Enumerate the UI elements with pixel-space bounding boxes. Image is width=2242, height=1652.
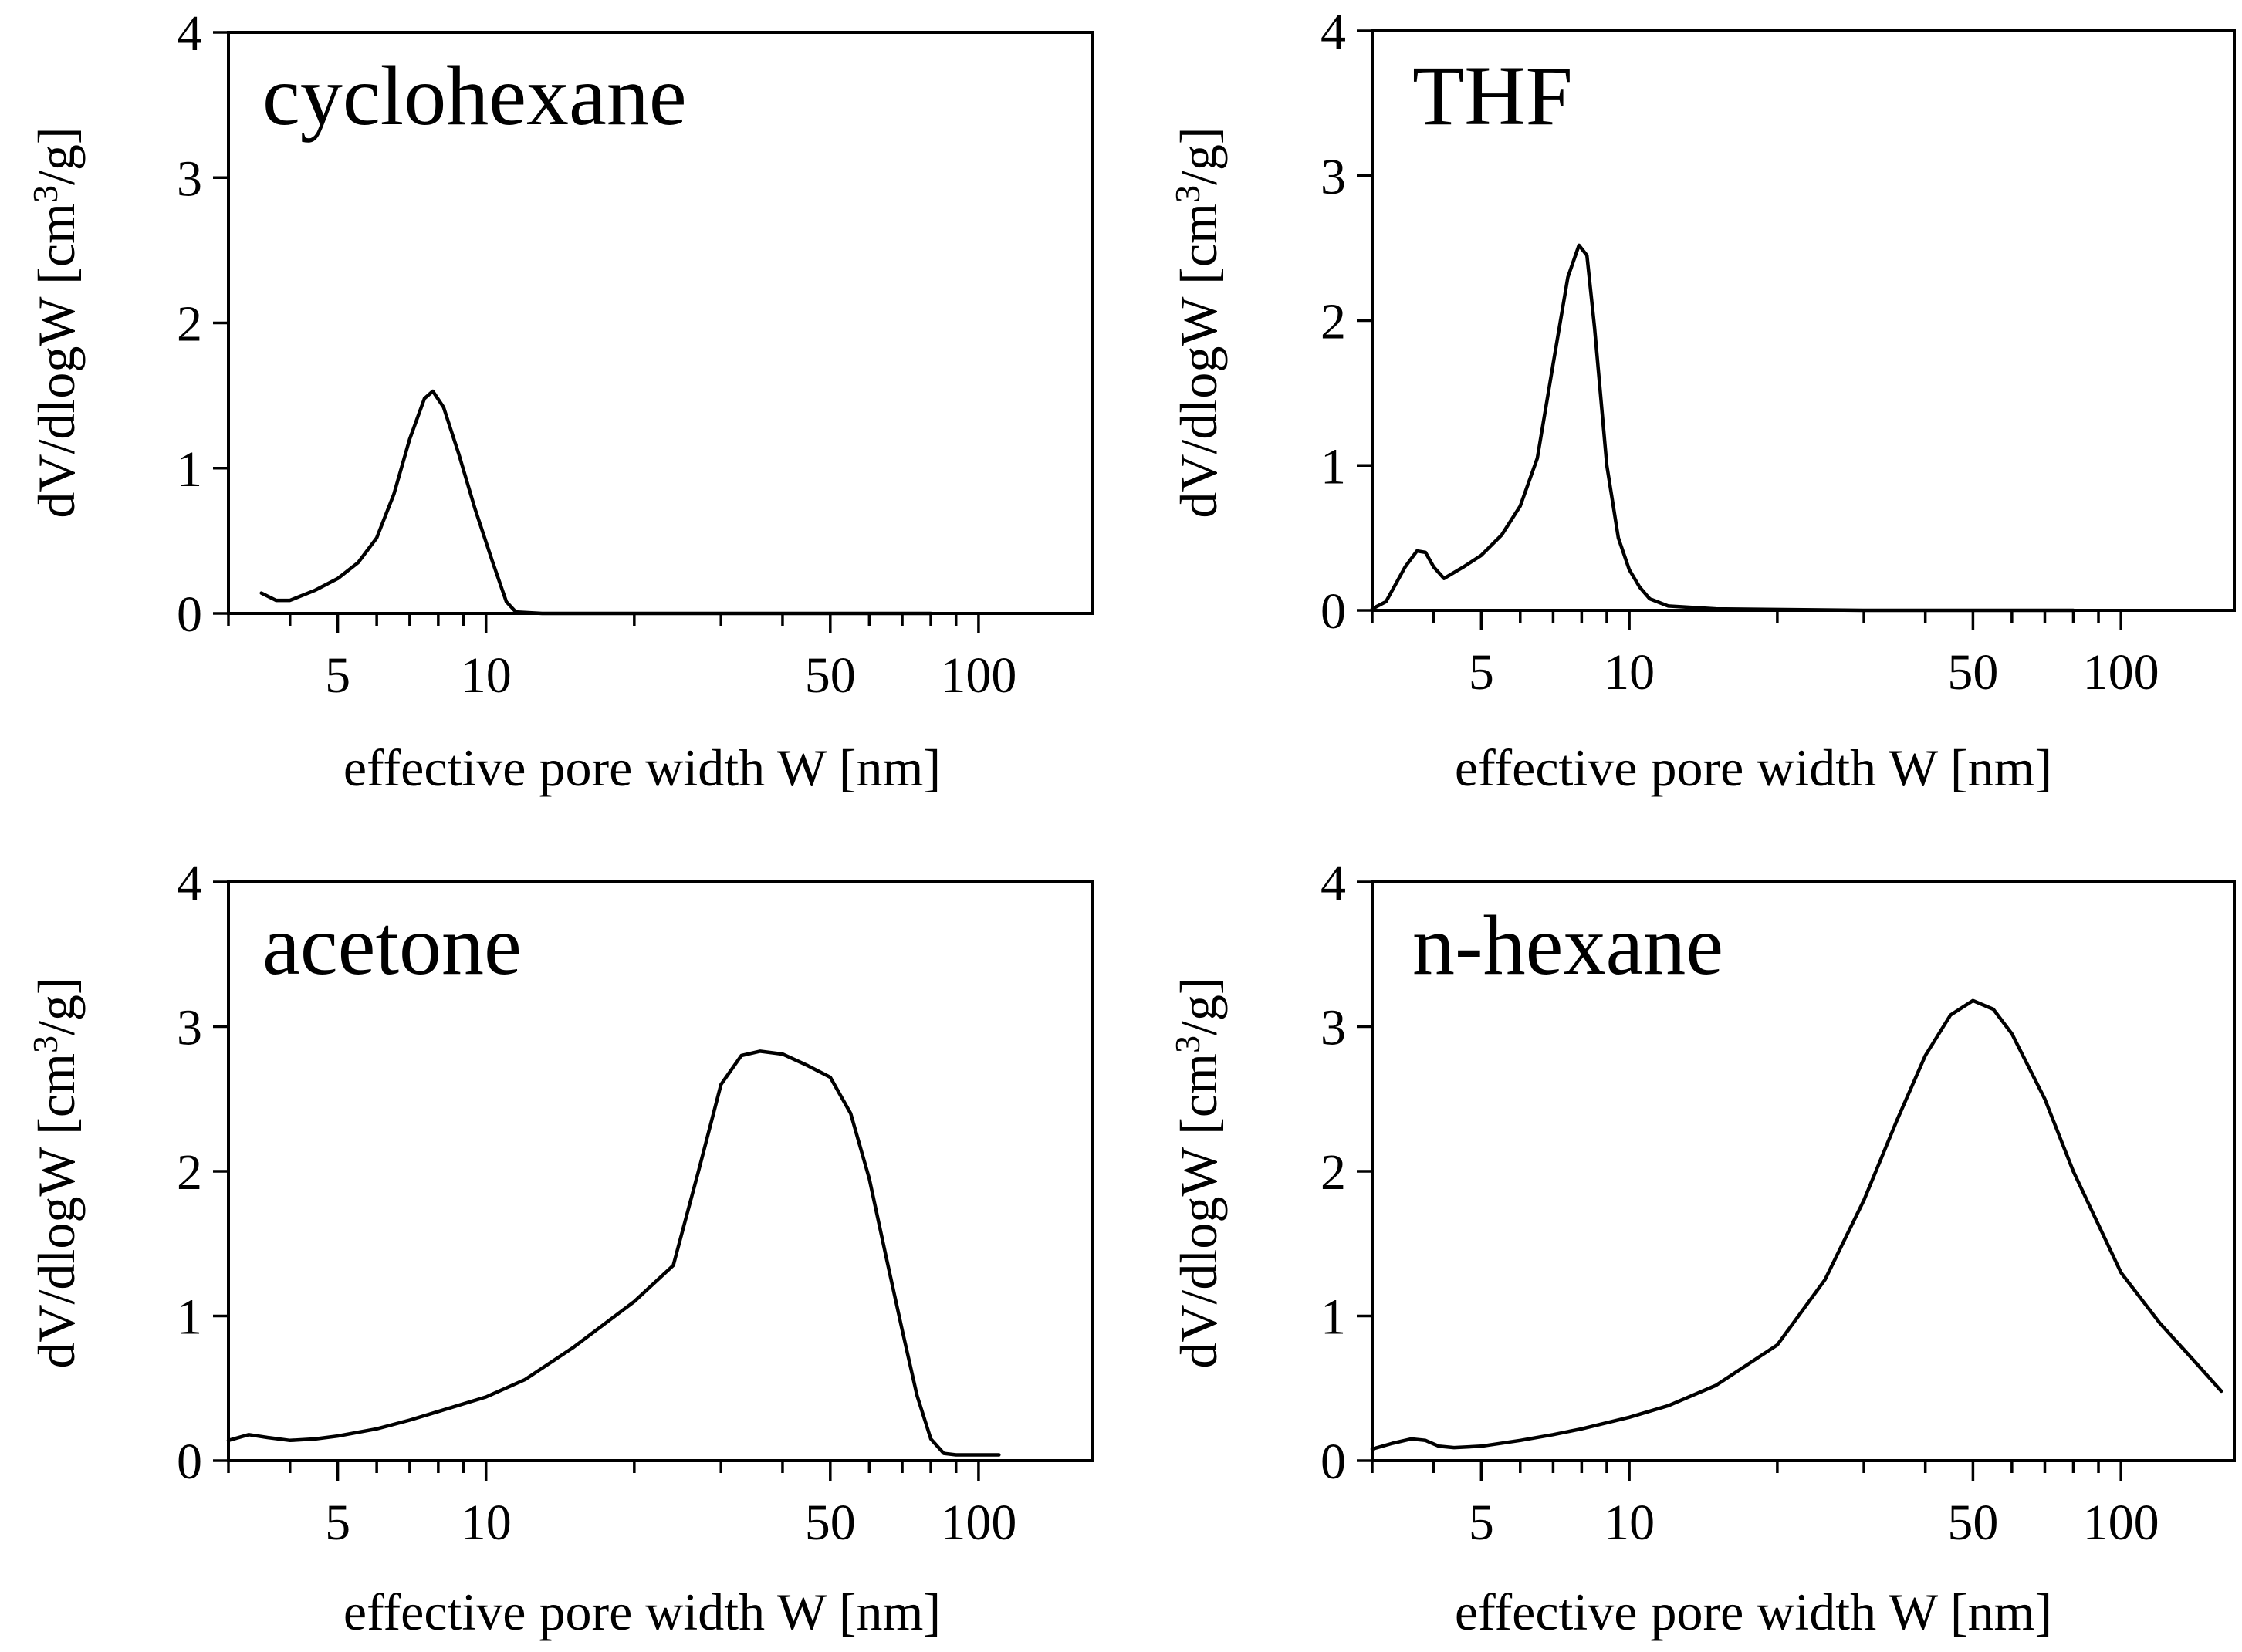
y-tick-label: 0 xyxy=(1321,583,1346,640)
y-tick-label: 3 xyxy=(177,150,202,207)
y-tick-label: 4 xyxy=(1321,855,1346,911)
x-tick-label: 5 xyxy=(325,1495,350,1551)
y-tick-label: 2 xyxy=(1321,1144,1346,1201)
x-tick-label: 50 xyxy=(1947,644,1998,701)
x-axis-label: effective pore width W [nm] xyxy=(1455,738,2052,797)
x-tick-label: 10 xyxy=(461,647,512,704)
y-axis-label: dV/dlogW [cm3/g] xyxy=(25,127,86,518)
x-tick-label: 50 xyxy=(805,647,856,704)
y-tick-label: 4 xyxy=(177,855,202,911)
y-axis-label-tail: /g] xyxy=(1169,977,1228,1035)
series-line xyxy=(226,1049,1001,1457)
y-axis-label-sup: 3 xyxy=(1168,1035,1207,1053)
y-axis-label-tail: /g] xyxy=(27,977,86,1035)
x-tick-label: 100 xyxy=(940,647,1016,704)
y-axis-label: dV/dlogW [cm3/g] xyxy=(1168,977,1228,1368)
panel-acetone: acetone effective pore width W [nm] dV/d… xyxy=(25,855,1094,1641)
y-axis-label: dV/dlogW [cm3/g] xyxy=(1168,127,1228,518)
y-tick-label: 2 xyxy=(1321,294,1346,350)
y-axis-label-main: dV/dlogW [cm xyxy=(27,1053,86,1369)
x-tick-label: 50 xyxy=(805,1495,856,1551)
y-tick-label: 3 xyxy=(1321,1000,1346,1056)
x-tick-label: 5 xyxy=(325,647,350,704)
x-axis-label: effective pore width W [nm] xyxy=(1455,1583,2052,1641)
y-tick-label: 0 xyxy=(1321,1434,1346,1490)
x-tick-label: 10 xyxy=(1604,644,1655,701)
y-tick-label: 1 xyxy=(177,441,202,498)
series-line xyxy=(1370,243,2075,613)
x-tick-label: 100 xyxy=(2083,644,2159,701)
y-tick-label: 1 xyxy=(1321,1289,1346,1346)
series-line xyxy=(1370,998,2223,1451)
y-tick-label: 4 xyxy=(177,5,202,62)
y-axis-label-main: dV/dlogW [cm xyxy=(27,203,86,519)
x-axis-label: effective pore width W [nm] xyxy=(343,738,941,797)
x-tick-label: 10 xyxy=(1604,1495,1655,1551)
y-axis-label-sup: 3 xyxy=(1168,185,1207,203)
series-line xyxy=(259,389,933,616)
y-tick-label: 1 xyxy=(1321,438,1346,495)
y-tick-label: 1 xyxy=(177,1289,202,1346)
y-axis-label: dV/dlogW [cm3/g] xyxy=(25,977,86,1368)
x-tick-label: 100 xyxy=(2083,1495,2159,1551)
panel-thf: THF effective pore width W [nm] dV/dlogW… xyxy=(1168,4,2236,797)
x-tick-label: 5 xyxy=(1469,644,1494,701)
y-axis-label-tail: /g] xyxy=(27,127,86,185)
y-tick-label: 4 xyxy=(1321,4,1346,60)
x-axis-label: effective pore width W [nm] xyxy=(343,1583,941,1641)
y-axis-label-tail: /g] xyxy=(1169,127,1228,185)
panel-title: THF xyxy=(1412,49,1573,143)
panel-title: acetone xyxy=(262,898,522,992)
x-tick-label: 10 xyxy=(461,1495,512,1551)
y-tick-label: 3 xyxy=(1321,149,1346,205)
panel-cyclohexane: cyclohexane effective pore width W [nm] … xyxy=(25,5,1094,797)
y-axis-label-sup: 3 xyxy=(25,1035,65,1053)
y-tick-label: 0 xyxy=(177,1434,202,1490)
y-axis-label-sup: 3 xyxy=(25,185,65,203)
x-tick-label: 5 xyxy=(1469,1495,1494,1551)
y-axis-label-main: dV/dlogW [cm xyxy=(1169,1053,1228,1369)
x-tick-label: 50 xyxy=(1947,1495,1998,1551)
y-tick-label: 3 xyxy=(177,1000,202,1056)
y-tick-label: 2 xyxy=(177,1144,202,1201)
y-axis-label-main: dV/dlogW [cm xyxy=(1169,203,1228,519)
panel-title: n-hexane xyxy=(1412,898,1723,992)
panel-title: cyclohexane xyxy=(262,49,687,143)
y-tick-label: 2 xyxy=(177,296,202,353)
panel-n-hexane: n-hexane effective pore width W [nm] dV/… xyxy=(1168,855,2236,1641)
y-tick-label: 0 xyxy=(177,586,202,643)
x-tick-label: 100 xyxy=(940,1495,1016,1551)
